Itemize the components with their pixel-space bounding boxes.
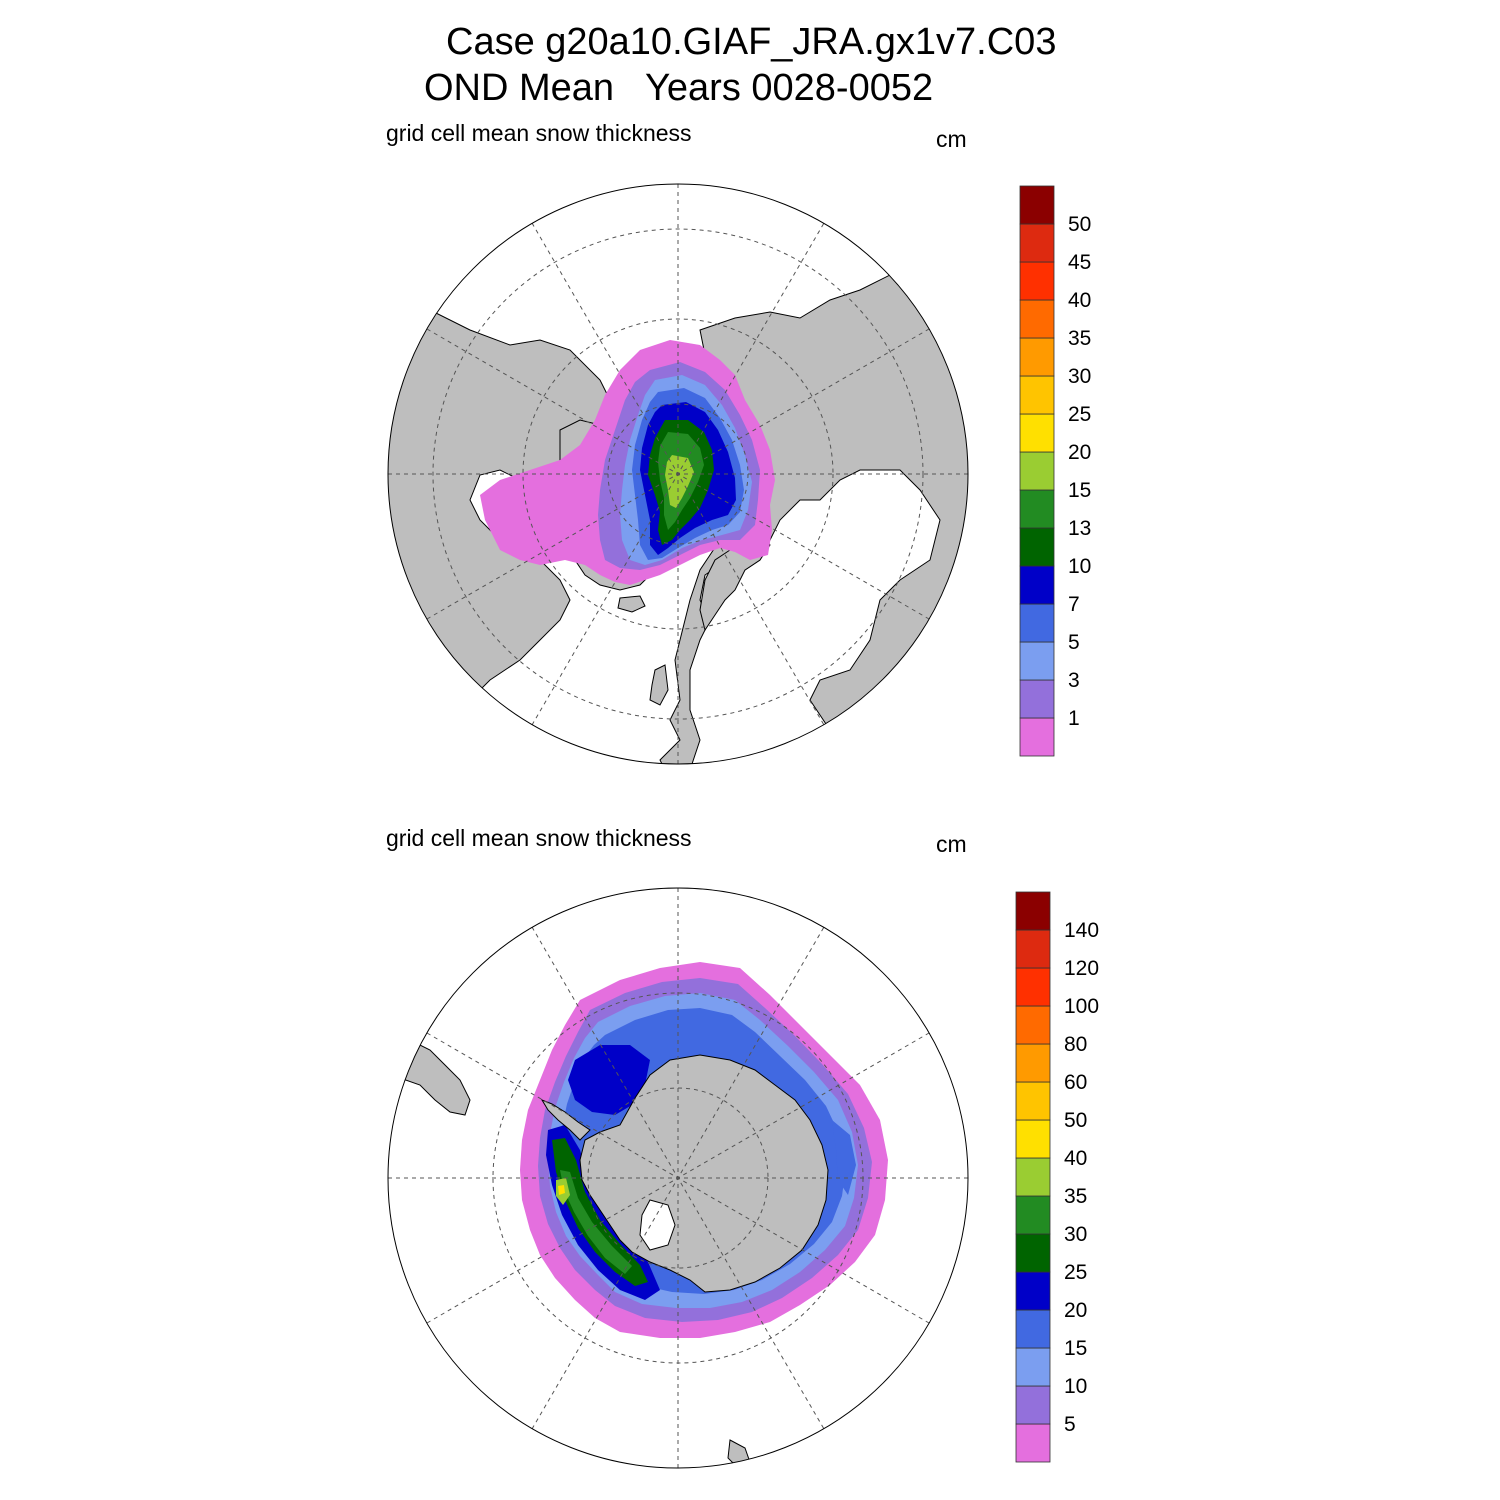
antarctic-colorbar-tick-label: 10 [1064, 1375, 1087, 1398]
arctic-colorbar-box [1019, 641, 1055, 681]
arctic-contour-15-20cm [665, 455, 694, 508]
antarctic-colorbar-box [1015, 1309, 1051, 1349]
antarctic-colorbar-box [1015, 1423, 1051, 1463]
antarctic-colorbar-box [1015, 891, 1051, 931]
antarctic-colorbar-box [1015, 1195, 1051, 1235]
arctic-colorbar-box [1019, 413, 1055, 453]
arctic-colorbar-box [1019, 337, 1055, 377]
antarctic-colorbar-tick-label: 5 [1064, 1413, 1076, 1436]
arctic-colorbar-tick-label: 35 [1068, 327, 1091, 350]
arctic-land-north-america [388, 299, 611, 741]
antarctic-colorbar: 5 10 15 20 25 30 35 40 50 60 80 100 120 140 [1015, 891, 1099, 1463]
antarctic-graticule [388, 888, 968, 1468]
antarctic-colorbar-box [1015, 1385, 1051, 1425]
antarctic-contour-20-25cm-weddell [568, 1045, 650, 1115]
arctic-panel-label: grid cell mean snow thickness [386, 120, 692, 146]
antarctic-colorbar-tick-label: 120 [1064, 957, 1099, 980]
arctic-colorbar-box [1019, 717, 1055, 757]
arctic-colorbar-box [1019, 603, 1055, 643]
antarctic-colorbar-tick-label: 80 [1064, 1033, 1087, 1056]
arctic-colorbar-tick-label: 10 [1068, 555, 1091, 578]
arctic-colorbar-tick-label: 30 [1068, 365, 1091, 388]
arctic-colorbar-tick-label: 15 [1068, 479, 1091, 502]
antarctic-colorbar-tick-label: 100 [1064, 995, 1099, 1018]
arctic-colorbar-box [1019, 679, 1055, 719]
arctic-colorbar-box [1019, 451, 1055, 491]
arctic-colorbar-box [1019, 299, 1055, 339]
antarctic-colorbar-box [1015, 1005, 1051, 1045]
arctic-colorbar-box [1019, 185, 1055, 225]
antarctic-colorbar-tick-label: 20 [1064, 1299, 1087, 1322]
arctic-colorbar-box [1019, 565, 1055, 605]
arctic-land-british-isles [649, 664, 669, 706]
arctic-colorbar-tick-label: 20 [1068, 441, 1091, 464]
antarctic-contour-east-blue [832, 1120, 856, 1195]
antarctic-colorbar-tick-label: 140 [1064, 919, 1099, 942]
arctic-colorbar-box [1019, 223, 1055, 263]
antarctic-colorbar-box [1015, 1043, 1051, 1083]
antarctic-contour-40-50cm [558, 1185, 565, 1195]
map-title-line-2: OND Mean Years 0028-0052 [424, 67, 934, 109]
arctic-colorbar-tick-label: 45 [1068, 251, 1091, 274]
antarctic-colorbar-tick-label: 40 [1064, 1147, 1087, 1170]
arctic-colorbar-box [1019, 261, 1055, 301]
antarctic-colorbar-tick-label: 35 [1064, 1185, 1087, 1208]
antarctic-colorbar-tick-label: 25 [1064, 1261, 1087, 1284]
antarctic-colorbar-box [1015, 1271, 1051, 1311]
antarctic-units-label: cm [936, 831, 967, 857]
antarctic-colorbar-box [1015, 929, 1051, 969]
arctic-units-label: cm [936, 126, 967, 152]
arctic-colorbar-box [1019, 489, 1055, 529]
arctic-colorbar-tick-label: 40 [1068, 289, 1091, 312]
arctic-colorbar-tick-label: 50 [1068, 213, 1091, 236]
antarctic-colorbar-box [1015, 1233, 1051, 1273]
antarctic-colorbar-box [1015, 1347, 1051, 1387]
arctic-map [387, 183, 969, 765]
arctic-colorbar-tick-label: 13 [1068, 517, 1091, 540]
arctic-land-iceland [617, 595, 646, 613]
antarctic-colorbar-tick-label: 30 [1064, 1223, 1087, 1246]
antarctic-colorbar-box [1015, 1157, 1051, 1197]
arctic-colorbar-tick-label: 3 [1068, 669, 1080, 692]
arctic-colorbar-box [1019, 375, 1055, 415]
antarctic-map-border [387, 887, 969, 1469]
antarctic-colorbar-box [1015, 967, 1051, 1007]
antarctic-colorbar-box [1015, 1081, 1051, 1121]
antarctic-panel-label: grid cell mean snow thickness [386, 825, 692, 851]
antarctic-colorbar-tick-label: 60 [1064, 1071, 1087, 1094]
antarctic-map [387, 887, 969, 1469]
arctic-colorbar-tick-label: 5 [1068, 631, 1080, 654]
antarctic-colorbar-tick-label: 50 [1064, 1109, 1087, 1132]
antarctic-contour-30-35cm [560, 1170, 632, 1274]
map-title-line-1: Case g20a10.GIAF_JRA.gx1v7.C03 [446, 21, 1057, 63]
arctic-colorbar-tick-label: 7 [1068, 593, 1080, 616]
arctic-colorbar-tick-label: 1 [1068, 707, 1080, 730]
arctic-colorbar-box [1019, 527, 1055, 567]
antarctic-colorbar-box [1015, 1119, 1051, 1159]
antarctic-colorbar-tick-label: 15 [1064, 1337, 1087, 1360]
arctic-colorbar-tick-label: 25 [1068, 403, 1091, 426]
antarctic-contour-25-30cm [552, 1138, 648, 1286]
arctic-graticule [388, 184, 968, 764]
arctic-map-border [387, 183, 969, 765]
antarctic-land-ross-ice [639, 1199, 676, 1251]
